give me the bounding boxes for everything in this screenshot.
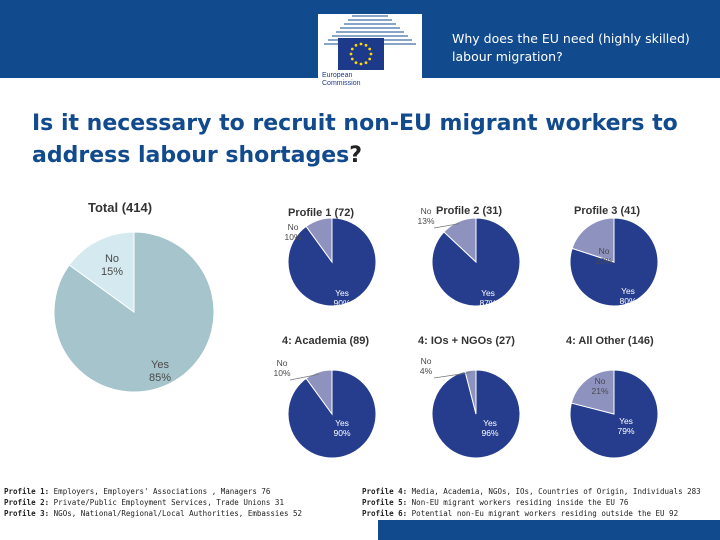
- legend-text: Employers, Employers' Associations , Man…: [49, 487, 271, 496]
- legend-item: Profile 2: Private/Public Employment Ser…: [4, 497, 302, 508]
- legend-item: Profile 1: Employers, Employers' Associa…: [4, 486, 302, 497]
- page-title: Is it necessary to recruit non-EU migran…: [32, 108, 692, 172]
- pie-slice-no: [571, 217, 615, 263]
- slice-value-label: 21%: [591, 386, 608, 396]
- slice-value-label: 90%: [333, 428, 350, 438]
- header-title: Why does the EU need (highly skilled) la…: [452, 31, 690, 64]
- legend-text: Potential non-Eu migrant workers residin…: [407, 509, 679, 518]
- leader-line: [433, 372, 471, 379]
- slice-category-label: No: [288, 222, 299, 232]
- chart-title: Profile 3 (41): [574, 205, 640, 217]
- slice-value-label: 10%: [273, 368, 290, 378]
- slice-category-label: Yes: [483, 418, 497, 428]
- legend-item: Profile 6: Potential non-Eu migrant work…: [362, 508, 701, 519]
- slice-value-label: 85%: [149, 372, 171, 384]
- slice-category-label: Yes: [335, 288, 349, 298]
- logo-text-line2: Commission: [322, 80, 361, 87]
- leader-line: [433, 223, 460, 229]
- chart-title: Profile 2 (31): [436, 205, 502, 217]
- slice-value-label: 20%: [595, 256, 612, 266]
- legend-item: Profile 3: NGOs, National/Regional/Local…: [4, 508, 302, 519]
- legend-right: Profile 4: Media, Academia, NGOs, IOs, C…: [362, 486, 701, 519]
- slice-category-label: No: [421, 356, 432, 366]
- slice-category-label: Yes: [335, 418, 349, 428]
- pie-slice-no: [305, 369, 333, 416]
- slice-category-label: Yes: [481, 288, 495, 298]
- legend-text: NGOs, National/Regional/Local Authoritie…: [49, 509, 303, 518]
- eu-flag-icon: [338, 38, 384, 70]
- legend-key: Profile 6:: [362, 509, 408, 518]
- slice-value-label: 79%: [617, 426, 634, 436]
- footer-bar: [378, 520, 720, 540]
- logo-text: European Commission: [322, 72, 361, 88]
- page-title-mark: ?: [349, 143, 362, 168]
- chart-title: Profile 1 (72): [288, 207, 354, 219]
- slice-category-label: Yes: [619, 416, 633, 426]
- legend-text: Media, Academia, NGOs, IOs, Countries of…: [407, 487, 701, 496]
- chart-title: 4: All Other (146): [566, 335, 654, 347]
- leader-line: [289, 373, 320, 381]
- legend-key: Profile 4:: [362, 487, 408, 496]
- slice-value-label: 4%: [420, 366, 433, 376]
- footer-legend: Profile 1: Employers, Employers' Associa…: [0, 482, 720, 540]
- legend-item: Profile 4: Media, Academia, NGOs, IOs, C…: [362, 486, 701, 497]
- legend-key: Profile 3:: [4, 509, 50, 518]
- slice-value-label: 90%: [333, 298, 350, 308]
- pie-slice-no: [464, 369, 477, 415]
- pie-slice-no: [570, 369, 615, 415]
- slice-category-label: No: [105, 253, 119, 265]
- pie-slice-yes: [569, 369, 659, 459]
- chart-title: 4: Academia (89): [282, 335, 369, 347]
- legend-key: Profile 5:: [362, 498, 408, 507]
- slice-value-label: 10%: [284, 232, 301, 242]
- slice-value-label: 87%: [479, 298, 496, 308]
- slice-value-label: 80%: [619, 296, 636, 306]
- logo-text-line1: European: [322, 72, 353, 79]
- european-commission-logo: European Commission: [318, 14, 422, 94]
- slice-value-label: 13%: [417, 216, 434, 226]
- page-title-text: Is it necessary to recruit non-EU migran…: [32, 111, 678, 168]
- slice-category-label: Yes: [621, 286, 635, 296]
- slice-category-label: No: [595, 376, 606, 386]
- slice-category-label: No: [599, 246, 610, 256]
- legend-text: Non-EU migrant workers residing inside t…: [407, 498, 629, 507]
- pie-slice-no: [443, 217, 477, 264]
- legend-left: Profile 1: Employers, Employers' Associa…: [4, 486, 302, 519]
- chart-title: 4: IOs + NGOs (27): [418, 335, 515, 347]
- pie-slice-no: [68, 231, 135, 313]
- chart-title: Total (414): [88, 200, 152, 215]
- slice-category-label: Yes: [151, 359, 169, 371]
- pie-slice-no: [305, 217, 333, 264]
- legend-text: Private/Public Employment Services, Trad…: [49, 498, 284, 507]
- slice-value-label: 96%: [481, 428, 498, 438]
- legend-key: Profile 2:: [4, 498, 50, 507]
- slice-value-label: 15%: [101, 266, 123, 278]
- legend-item: Profile 5: Non-EU migrant workers residi…: [362, 497, 701, 508]
- legend-key: Profile 1:: [4, 487, 50, 496]
- slice-category-label: No: [421, 206, 432, 216]
- slice-category-label: No: [277, 358, 288, 368]
